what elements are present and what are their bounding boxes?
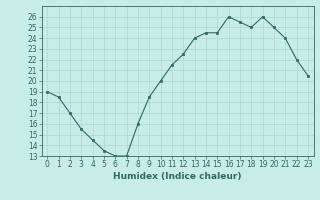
X-axis label: Humidex (Indice chaleur): Humidex (Indice chaleur) bbox=[113, 172, 242, 181]
